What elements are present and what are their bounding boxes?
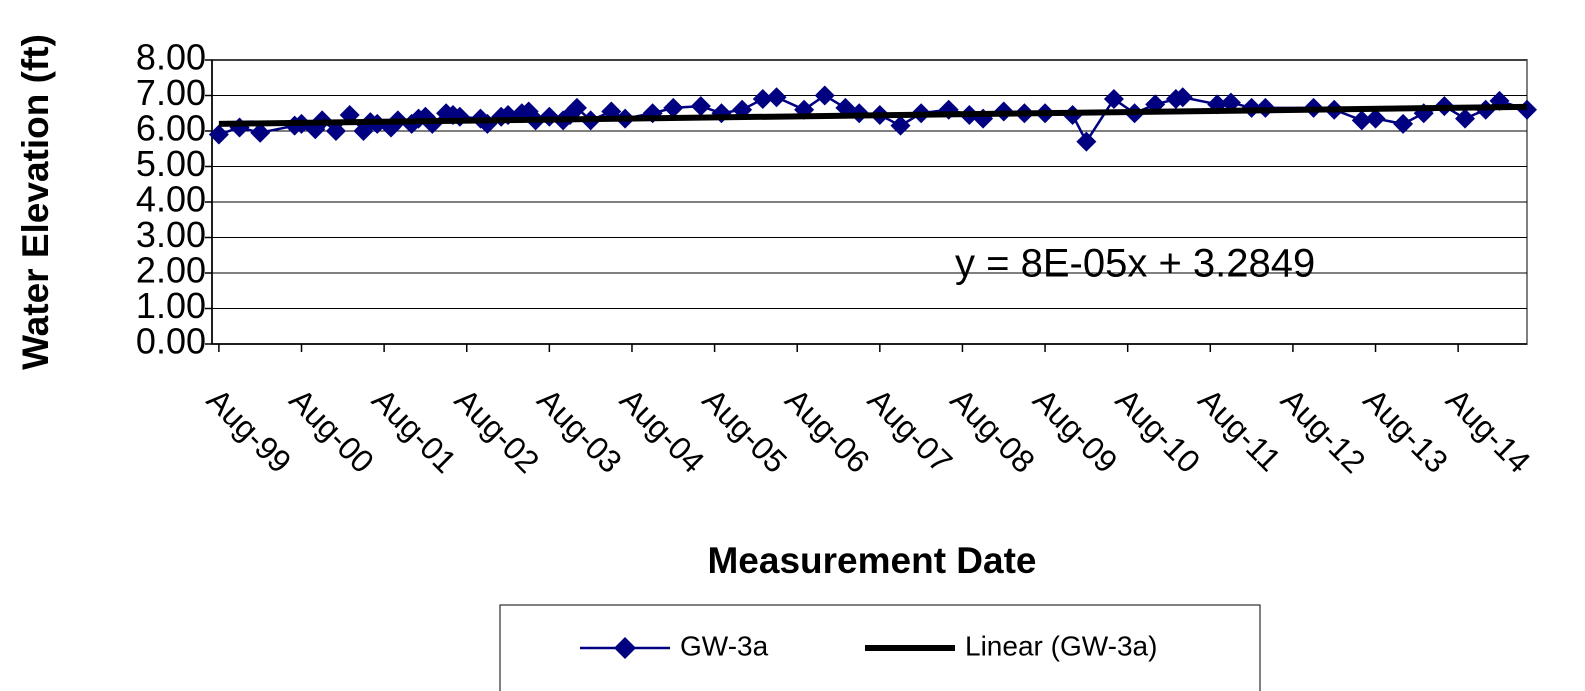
y-tick-label: 3.00: [136, 214, 206, 255]
y-tick-label: 2.00: [136, 250, 206, 291]
data-point: [690, 96, 711, 117]
data-point: [752, 89, 773, 110]
data-point: [663, 97, 684, 118]
data-point: [766, 87, 787, 108]
data-point: [814, 85, 835, 106]
y-tick-label: 8.00: [136, 37, 206, 78]
data-point: [1172, 87, 1193, 108]
data-point: [305, 119, 326, 140]
data-point: [1393, 113, 1414, 134]
data-point: [1220, 92, 1241, 113]
x-axis-label: Measurement Date: [707, 540, 1036, 581]
data-point: [566, 97, 587, 118]
y-tick-label: 4.00: [136, 179, 206, 220]
trendline-equation: y = 8E-05x + 3.2849: [955, 242, 1315, 286]
data-point: [250, 122, 271, 143]
data-point: [1455, 108, 1476, 129]
legend-label: Linear (GW-3a): [965, 630, 1157, 661]
y-tick-label: 1.00: [136, 285, 206, 326]
y-tick-label: 0.00: [136, 321, 206, 362]
data-point: [1365, 108, 1386, 129]
legend-marker: [614, 637, 636, 659]
y-tick-label: 6.00: [136, 108, 206, 149]
y-tick-label: 7.00: [136, 72, 206, 113]
trend-line: [218, 103, 1528, 127]
data-point: [890, 115, 911, 136]
data-point: [1076, 131, 1097, 152]
y-axis-label: Water Elevation (ft): [15, 34, 56, 370]
legend-label: GW-3a: [680, 630, 769, 661]
data-point: [1351, 110, 1372, 131]
data-point: [325, 121, 346, 141]
data-point: [208, 124, 229, 145]
data-point: [1103, 89, 1124, 110]
y-tick-label: 5.00: [136, 143, 206, 184]
